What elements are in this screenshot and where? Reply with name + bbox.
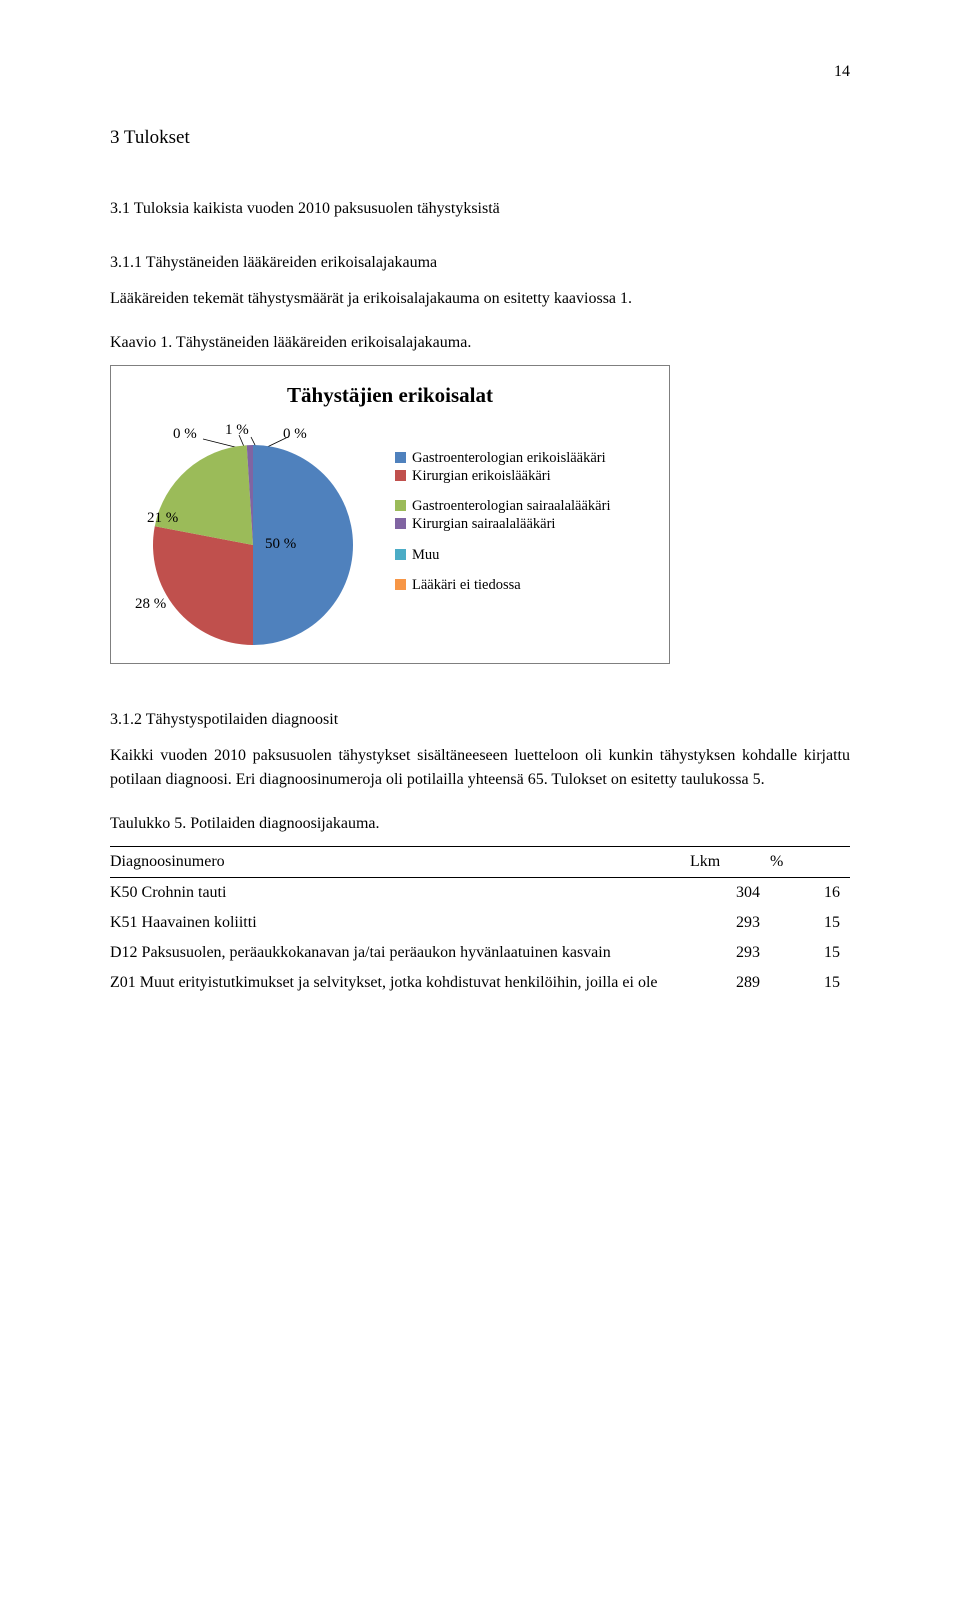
chart-title: Tähystäjien erikoisalat bbox=[133, 380, 647, 412]
swatch-na bbox=[395, 579, 406, 590]
swatch-kir-el bbox=[395, 470, 406, 481]
th-lkm: Lkm bbox=[690, 847, 770, 878]
th-diag: Diagnoosinumero bbox=[110, 847, 690, 878]
td-lkm: 293 bbox=[690, 908, 770, 938]
legend-item-gastro-el: Gastroenterologian erikoislääkäri bbox=[395, 449, 610, 467]
legend-label: Gastroenterologian erikoislääkäri bbox=[412, 449, 606, 467]
td-diag: D12 Paksusuolen, peräaukkokanavan ja/tai… bbox=[110, 938, 690, 968]
td-lkm: 293 bbox=[690, 938, 770, 968]
swatch-kir-sl bbox=[395, 518, 406, 529]
heading-2: 3.1 Tuloksia kaikista vuoden 2010 paksus… bbox=[110, 197, 850, 221]
diagnosis-table: Diagnoosinumero Lkm % K50 Crohnin tauti … bbox=[110, 846, 850, 998]
paragraph-2: Kaikki vuoden 2010 paksusuolen tähystyks… bbox=[110, 744, 850, 792]
slice-label-21pct: 21 % bbox=[147, 507, 178, 530]
th-pct: % bbox=[770, 847, 850, 878]
legend-label: Kirurgian sairaalalääkäri bbox=[412, 515, 555, 533]
heading-1: 3 Tulokset bbox=[110, 124, 850, 153]
swatch-muu bbox=[395, 549, 406, 560]
table-row: D12 Paksusuolen, peräaukkokanavan ja/tai… bbox=[110, 938, 850, 968]
swatch-gastro-sl bbox=[395, 500, 406, 511]
td-lkm: 304 bbox=[690, 878, 770, 909]
table-caption: Taulukko 5. Potilaiden diagnoosijakauma. bbox=[110, 812, 850, 836]
table-row: K50 Crohnin tauti 304 16 bbox=[110, 878, 850, 909]
heading-3-1: 3.1.1 Tähystäneiden lääkäreiden erikoisa… bbox=[110, 251, 850, 275]
legend-item-kir-el: Kirurgian erikoislääkäri bbox=[395, 467, 610, 485]
chart-legend: Gastroenterologian erikoislääkäri Kirurg… bbox=[395, 449, 610, 645]
swatch-gastro-el bbox=[395, 452, 406, 463]
legend-item-na: Lääkäri ei tiedossa bbox=[395, 576, 610, 594]
td-diag: K50 Crohnin tauti bbox=[110, 878, 690, 909]
table-header-row: Diagnoosinumero Lkm % bbox=[110, 847, 850, 878]
td-lkm: 289 bbox=[690, 968, 770, 998]
table-row: K51 Haavainen koliitti 293 15 bbox=[110, 908, 850, 938]
page-number: 14 bbox=[110, 60, 850, 84]
legend-item-gastro-sl: Gastroenterologian sairaalalääkäri bbox=[395, 497, 610, 515]
chart-container: Tähystäjien erikoisalat 0 % 1 % 0 % bbox=[110, 365, 670, 665]
td-diag: Z01 Muut erityistutkimukset ja selvityks… bbox=[110, 968, 690, 998]
legend-item-muu: Muu bbox=[395, 546, 610, 564]
chart-caption: Kaavio 1. Tähystäneiden lääkäreiden erik… bbox=[110, 331, 850, 355]
td-pct: 15 bbox=[770, 938, 850, 968]
td-pct: 15 bbox=[770, 908, 850, 938]
slice-kir-el bbox=[153, 526, 253, 645]
td-diag: K51 Haavainen koliitti bbox=[110, 908, 690, 938]
legend-label: Kirurgian erikoislääkäri bbox=[412, 467, 551, 485]
heading-3-2: 3.1.2 Tähystyspotilaiden diagnoosit bbox=[110, 708, 850, 732]
legend-label: Muu bbox=[412, 546, 439, 564]
legend-label: Lääkäri ei tiedossa bbox=[412, 576, 521, 594]
legend-item-kir-sl: Kirurgian sairaalalääkäri bbox=[395, 515, 610, 533]
table-row: Z01 Muut erityistutkimukset ja selvityks… bbox=[110, 968, 850, 998]
pie-svg bbox=[153, 445, 353, 645]
slice-label-28pct: 28 % bbox=[135, 593, 166, 616]
pie-chart: 0 % 1 % 0 % bbox=[133, 419, 373, 645]
td-pct: 16 bbox=[770, 878, 850, 909]
legend-label: Gastroenterologian sairaalalääkäri bbox=[412, 497, 610, 515]
td-pct: 15 bbox=[770, 968, 850, 998]
paragraph-1: Lääkäreiden tekemät tähystysmäärät ja er… bbox=[110, 287, 850, 311]
slice-label-50pct: 50 % bbox=[265, 533, 296, 556]
